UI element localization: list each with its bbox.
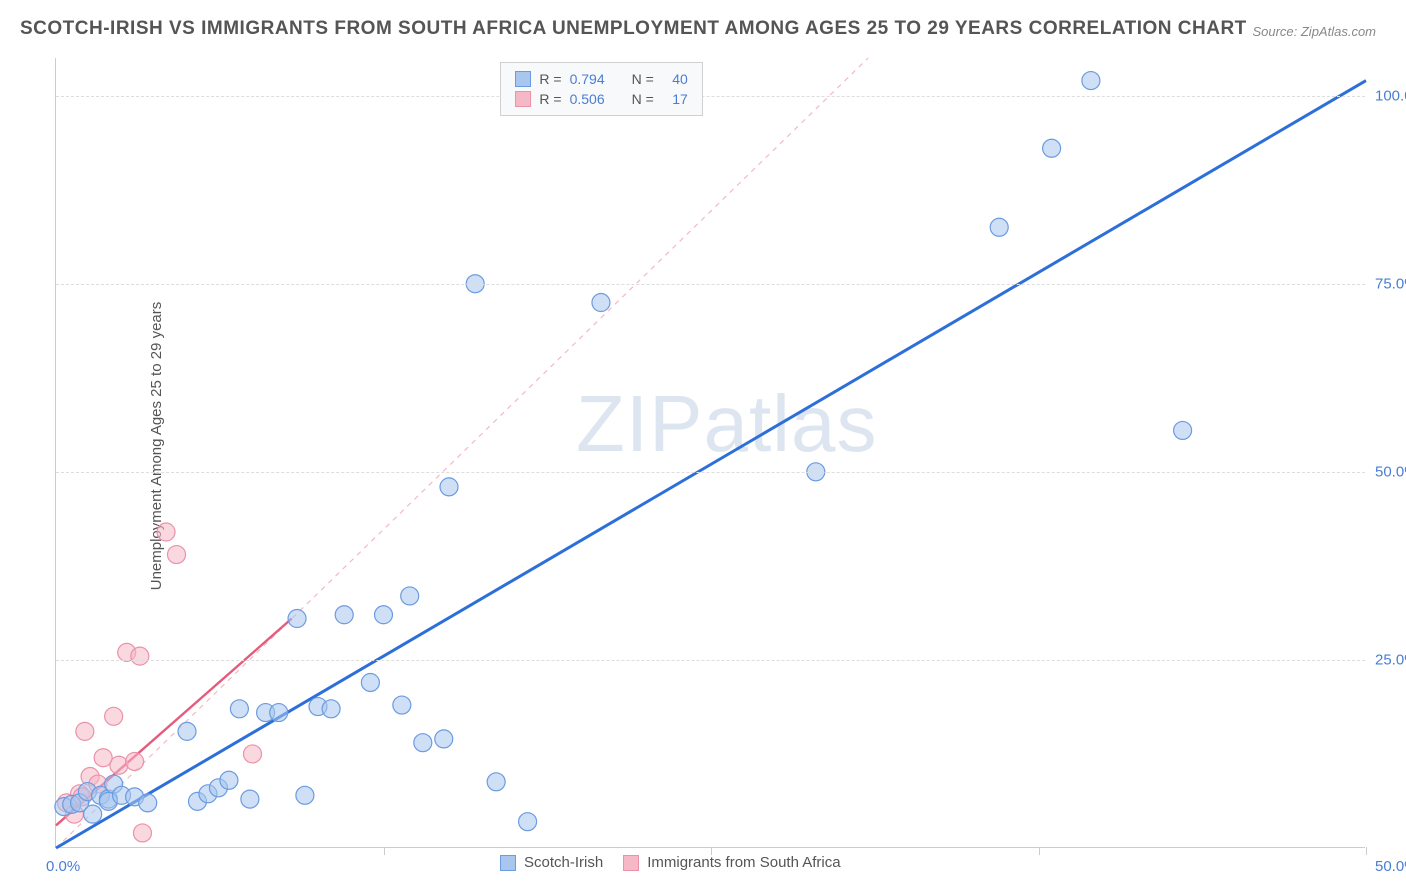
legend-n-value: 17 [662,91,688,107]
x-tick-label: 0.0% [46,858,80,875]
scatter-point-blue [487,773,505,791]
legend-label: Scotch-Irish [524,854,603,871]
gridline-h [56,96,1365,97]
scatter-point-blue [139,794,157,812]
scatter-point-blue [335,606,353,624]
scatter-point-pink [244,745,262,763]
trend-line [56,81,1366,848]
legend-n-label: N = [632,91,654,107]
legend-item: Scotch-Irish [500,854,603,871]
scatter-point-blue [230,700,248,718]
scatter-point-pink [157,523,175,541]
legend-item: Immigrants from South Africa [623,854,840,871]
scatter-point-blue [178,722,196,740]
scatter-point-blue [519,813,537,831]
chart-container: SCOTCH-IRISH VS IMMIGRANTS FROM SOUTH AF… [0,0,1406,892]
gridline-h [56,660,1365,661]
legend-r-label: R = [539,91,561,107]
scatter-point-blue [361,673,379,691]
scatter-point-blue [990,218,1008,236]
scatter-point-pink [131,647,149,665]
legend-swatch [515,71,531,87]
legend-correlation: R = 0.794 N = 40 R = 0.506 N = 17 [500,62,702,116]
legend-r-value: 0.794 [570,71,624,87]
gridline-h [56,472,1365,473]
x-tick [1039,847,1040,855]
scatter-point-blue [270,704,288,722]
y-tick-label: 75.0% [1375,275,1406,292]
legend-r-value: 0.506 [570,91,624,107]
y-tick-label: 100.0% [1375,87,1406,104]
scatter-point-blue [84,805,102,823]
legend-n-label: N = [632,71,654,87]
y-tick-label: 50.0% [1375,463,1406,480]
scatter-point-blue [375,606,393,624]
legend-row: R = 0.794 N = 40 [515,69,687,89]
source-attribution: Source: ZipAtlas.com [1252,24,1376,39]
scatter-point-blue [220,771,238,789]
scatter-point-blue [322,700,340,718]
x-tick-label: 50.0% [1375,858,1406,875]
x-tick [384,847,385,855]
plot-svg [56,58,1365,847]
scatter-point-pink [133,824,151,842]
scatter-point-blue [1043,139,1061,157]
legend-swatch [515,91,531,107]
legend-swatch [500,855,516,871]
legend-swatch [623,855,639,871]
x-tick [1366,847,1367,855]
scatter-point-blue [296,786,314,804]
scatter-point-blue [1082,72,1100,90]
scatter-point-blue [241,790,259,808]
plot-area: ZIPatlas 25.0%50.0%75.0%100.0%0.0%50.0% [55,58,1365,848]
legend-r-label: R = [539,71,561,87]
gridline-h [56,284,1365,285]
scatter-point-blue [435,730,453,748]
scatter-point-blue [592,294,610,312]
y-tick-label: 25.0% [1375,651,1406,668]
scatter-point-pink [168,546,186,564]
scatter-point-pink [110,756,128,774]
chart-title: SCOTCH-IRISH VS IMMIGRANTS FROM SOUTH AF… [20,18,1247,40]
scatter-point-pink [126,752,144,770]
scatter-point-blue [1174,421,1192,439]
scatter-point-blue [393,696,411,714]
scatter-point-blue [401,587,419,605]
scatter-point-pink [76,722,94,740]
legend-n-value: 40 [662,71,688,87]
scatter-point-blue [288,610,306,628]
scatter-point-blue [414,734,432,752]
legend-row: R = 0.506 N = 17 [515,89,687,109]
legend-label: Immigrants from South Africa [647,854,840,871]
scatter-point-pink [105,707,123,725]
scatter-point-blue [440,478,458,496]
legend-series: Scotch-Irish Immigrants from South Africa [500,854,841,871]
